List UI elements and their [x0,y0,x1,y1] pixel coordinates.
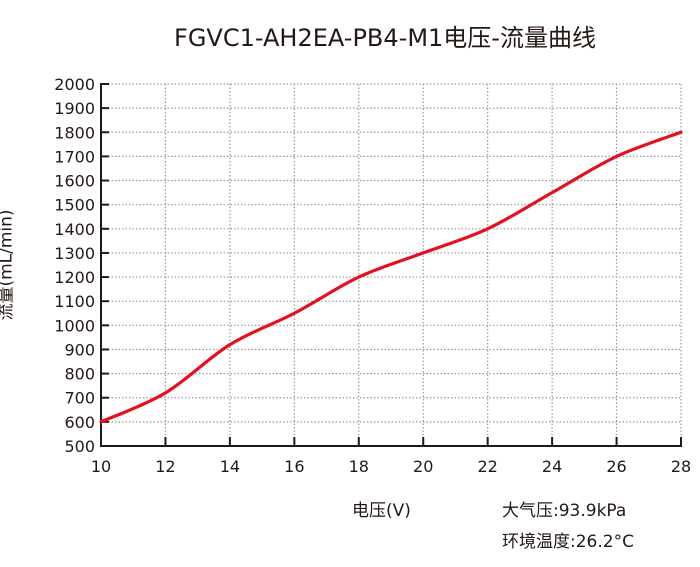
y-tick-label: 1700 [54,147,95,166]
x-tick-label: 10 [91,457,111,476]
y-tick-label: 1300 [54,244,95,263]
y-tick-label: 1900 [54,99,95,118]
series-line [99,130,683,424]
x-tick-label: 16 [284,457,304,476]
y-tick-label: 1800 [54,123,95,142]
x-tick-label: 14 [220,457,240,476]
y-tick-label: 900 [64,340,95,359]
y-axis-label: 流量(mL/min) [0,209,17,321]
temperature-annotation: 环境温度:26.2°C [502,532,634,552]
y-tick-label: 1100 [54,292,95,311]
y-tick-label: 1000 [54,316,95,335]
x-tick-label: 28 [671,457,691,476]
y-tick-label: 2000 [54,75,95,94]
x-tick-label: 26 [606,457,626,476]
x-tick-label: 12 [155,457,175,476]
y-tick-label: 500 [64,437,95,456]
x-tick-label: 22 [477,457,497,476]
y-tick-label: 700 [64,389,95,408]
x-tick-label: 18 [349,457,369,476]
y-tick-label: 1600 [54,172,95,191]
x-tick-label: 20 [413,457,433,476]
x-tick-label: 24 [542,457,562,476]
y-tick-label: 1500 [54,196,95,215]
x-axis-label: 电压(V) [352,501,411,521]
y-tick-label: 600 [64,413,95,432]
y-tick-label: 800 [64,365,95,384]
y-tick-label: 1400 [54,220,95,239]
y-tick-label: 1200 [54,268,95,287]
pressure-annotation: 大气压:93.9kPa [502,501,627,521]
chart-title: FGVC1-AH2EA-PB4-M1电压-流量曲线 [174,24,596,52]
